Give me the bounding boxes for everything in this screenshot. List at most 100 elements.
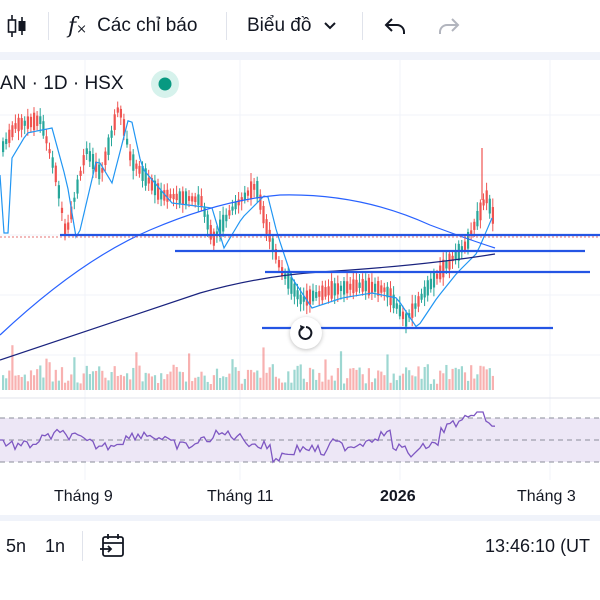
candle-body: [11, 125, 14, 138]
volume-bar: [222, 376, 225, 390]
volume-bar: [88, 374, 91, 390]
candle-body: [451, 255, 454, 262]
candlestick-icon[interactable]: [4, 0, 30, 52]
symbol-text: AN · 1D · HSX: [0, 73, 124, 94]
date-range-button[interactable]: [99, 521, 127, 571]
candle-body: [256, 181, 259, 199]
candle-body: [414, 303, 417, 309]
candle-body: [482, 199, 485, 206]
indicators-label: Các chỉ báo: [97, 15, 198, 36]
volume-bar: [11, 345, 14, 390]
volume-bar: [485, 369, 488, 390]
candle-body: [181, 191, 184, 205]
candle-body: [420, 293, 423, 300]
toolbar-divider: [48, 12, 49, 40]
toolbar-divider: [226, 12, 227, 40]
volume-bar: [358, 367, 361, 390]
volume-bar: [417, 366, 420, 390]
volume-bar: [135, 352, 138, 390]
volume-bar: [389, 382, 392, 390]
candle-body: [79, 170, 82, 176]
volume-bar: [451, 368, 454, 390]
candlesticks: [2, 101, 494, 334]
candle-body: [315, 292, 318, 298]
volume-bar: [194, 377, 197, 390]
volume-bar: [39, 365, 42, 390]
candle-body: [104, 151, 107, 166]
volume-bar: [36, 369, 39, 390]
candle-body: [212, 231, 215, 246]
volume-bar: [265, 372, 268, 390]
candle-body: [476, 210, 479, 227]
volume-bar: [290, 382, 293, 390]
volume-bar: [73, 357, 76, 390]
rsi-pane: [0, 397, 600, 464]
volume-bar: [95, 370, 98, 390]
candle-body: [346, 281, 349, 294]
indicators-button[interactable]: f× Các chỉ báo: [68, 0, 197, 52]
candle-body: [39, 116, 42, 125]
volume-bar: [296, 365, 299, 390]
range-5y-label: 5n: [6, 535, 27, 556]
xaxis-label: 2026: [380, 488, 416, 505]
volume-bar: [129, 379, 132, 390]
candle-body: [330, 281, 333, 299]
market-status-icon[interactable]: [148, 69, 182, 99]
candle-body: [14, 123, 17, 129]
volume-bar: [491, 375, 494, 390]
volume-bar: [54, 369, 57, 390]
candle-body: [324, 287, 327, 297]
candle-body: [191, 196, 194, 202]
candle-body: [259, 194, 262, 210]
candle-body: [243, 192, 246, 200]
candle-body: [429, 278, 432, 290]
chart-type-button[interactable]: Biểu đồ: [247, 0, 337, 52]
candle-body: [126, 138, 129, 145]
candle-body: [262, 205, 265, 224]
volume-bar: [336, 368, 339, 390]
reset-chart-button[interactable]: [290, 317, 322, 349]
volume-bar: [157, 382, 160, 390]
volume-bar: [79, 383, 82, 390]
volume-bar: [169, 371, 172, 390]
volume-bar: [315, 379, 318, 390]
candle-body: [203, 206, 206, 217]
volume-bar: [60, 367, 64, 390]
candle-body: [82, 155, 85, 166]
volume-bar: [284, 382, 287, 390]
range-1y-button[interactable]: 1n: [45, 521, 65, 571]
undo-button[interactable]: [383, 0, 407, 52]
candle-body: [67, 222, 70, 230]
volume-bar: [473, 378, 476, 390]
volume-bar: [234, 367, 237, 390]
candle-body: [392, 294, 395, 309]
candle-body: [343, 281, 346, 295]
redo-button[interactable]: [437, 0, 461, 52]
rsi-line: [0, 411, 496, 464]
candle-body: [17, 117, 20, 132]
symbol-legend[interactable]: AN · 1D · HSX: [0, 70, 124, 98]
volume-bar: [463, 372, 467, 390]
candle-body: [284, 273, 287, 279]
candle-body: [445, 260, 448, 269]
volume-bar: [470, 365, 473, 390]
ma-slow-line: [0, 253, 496, 361]
candle-body: [377, 281, 380, 296]
candle-body: [488, 198, 491, 214]
volume-bar: [17, 375, 20, 390]
candle-body: [228, 210, 231, 216]
candle-body: [436, 273, 439, 279]
volume-bar: [246, 369, 250, 390]
volume-bar: [20, 376, 23, 390]
candle-body: [178, 191, 181, 204]
volume-bar: [445, 364, 448, 390]
volume-bar: [259, 377, 262, 390]
xaxis-label: Tháng 11: [207, 488, 274, 505]
chart-canvas[interactable]: [0, 60, 600, 515]
volume-bar: [243, 378, 246, 390]
range-5y-button[interactable]: 5n: [6, 521, 26, 571]
candle-body: [265, 219, 268, 234]
volume-bar: [172, 364, 175, 390]
clock-readout[interactable]: 13:46:10 (UT: [485, 521, 590, 571]
candle-body: [308, 289, 312, 305]
